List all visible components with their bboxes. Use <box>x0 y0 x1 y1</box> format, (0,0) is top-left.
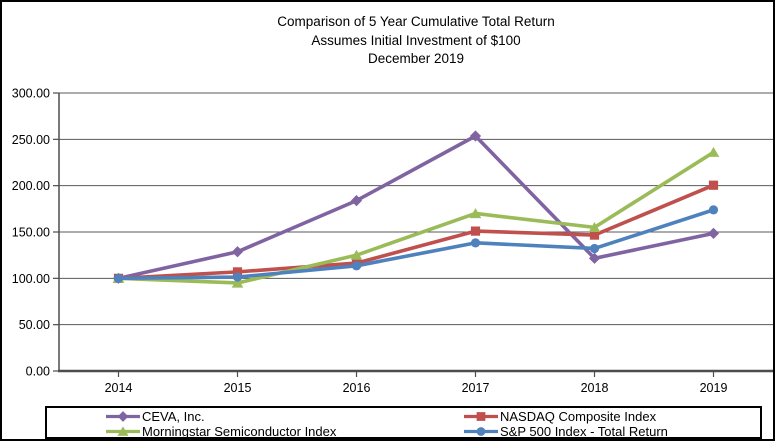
y-tick-label: 100.00 <box>12 272 50 286</box>
legend-item: NASDAQ Composite Index <box>463 409 760 424</box>
data-point-triangle <box>350 249 363 260</box>
x-tick-label: 2017 <box>462 381 490 395</box>
y-tick-label: 0.00 <box>26 365 50 379</box>
x-tick-label: 2014 <box>105 381 133 395</box>
data-point-circle <box>113 273 124 283</box>
legend-item: Morningstar Semiconductor Index <box>47 424 463 439</box>
series-line <box>118 208 715 281</box>
y-tick-label: 300.00 <box>12 87 50 101</box>
data-point-diamond <box>588 252 601 264</box>
legend-triangle-icon <box>106 426 140 436</box>
legend-circle-icon <box>464 427 498 436</box>
y-tick-label: 250.00 <box>12 133 50 147</box>
legend: CEVA, Inc. NASDAQ Composite Index Mornings… <box>45 406 762 439</box>
data-point-triangle <box>707 146 720 157</box>
chart-title-line-1: Comparison of 5 Year Cumulative Total Re… <box>277 14 555 29</box>
y-tick-label: 200.00 <box>12 179 50 193</box>
x-tick-label: 2016 <box>343 381 371 395</box>
chart-title-line-3: December 2019 <box>367 51 465 66</box>
x-tick-label: 2018 <box>581 381 609 395</box>
data-point-square <box>589 230 600 240</box>
data-point-triangle <box>231 277 244 288</box>
series-line <box>118 150 715 285</box>
x-tick-label: 2019 <box>700 381 728 395</box>
data-point-diamond <box>350 195 363 207</box>
data-point-circle <box>476 427 486 436</box>
y-tick-label: 50.00 <box>19 318 50 332</box>
x-tick-label: 2015 <box>224 381 252 395</box>
chart-title: Comparison of 5 Year Cumulative Total Re… <box>59 13 773 69</box>
legend-item: S&P 500 Index - Total Return <box>463 424 760 439</box>
legend-item: CEVA, Inc. <box>47 409 463 424</box>
data-point-square <box>708 180 719 190</box>
data-point-circle <box>232 272 243 282</box>
legend-label: S&P 500 Index - Total Return <box>500 424 668 439</box>
legend-grid: CEVA, Inc. NASDAQ Composite Index Mornings… <box>47 408 760 439</box>
data-point-circle <box>470 238 481 248</box>
legend-label: NASDAQ Composite Index <box>500 409 657 424</box>
legend-label: CEVA, Inc. <box>142 409 205 424</box>
data-point-square <box>470 226 481 236</box>
series-line <box>118 134 714 281</box>
series-line <box>118 183 715 281</box>
legend-label: Morningstar Semiconductor Index <box>142 424 337 439</box>
data-point-diamond <box>469 130 482 142</box>
data-point-triangle <box>117 426 129 436</box>
data-point-square <box>232 267 243 277</box>
data-point-square <box>476 412 486 421</box>
data-point-diamond <box>117 411 129 422</box>
y-tick-label: 150.00 <box>12 226 50 240</box>
chart-title-line-2: Assumes Initial Investment of $100 <box>311 32 521 48</box>
data-point-diamond <box>231 246 244 258</box>
data-point-circle <box>708 205 719 215</box>
data-point-circle <box>589 243 600 254</box>
legend-diamond-icon <box>106 411 140 422</box>
data-point-triangle <box>588 221 601 232</box>
data-point-circle <box>351 261 362 271</box>
data-point-diamond <box>707 227 720 239</box>
data-point-triangle <box>469 208 482 219</box>
legend-square-icon <box>464 412 498 421</box>
